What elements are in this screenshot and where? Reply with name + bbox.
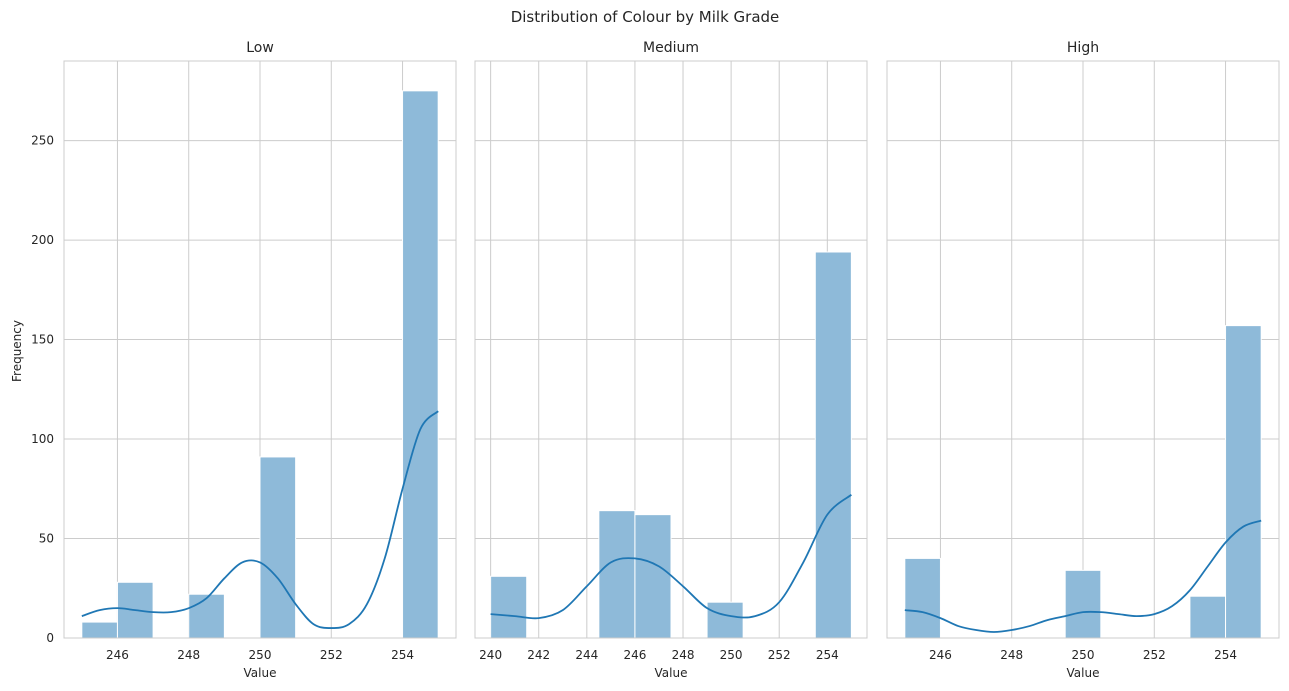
x-tick-label: 252 [320, 648, 343, 662]
histogram-bar [634, 514, 672, 639]
histogram-bar [814, 251, 852, 639]
x-tick-label: 240 [479, 648, 502, 662]
x-tick-label: 252 [768, 648, 791, 662]
panel-title: High [1067, 40, 1099, 56]
panel-medium: 240 242 244 246 248 250 252 254 Medium Value [474, 40, 868, 680]
x-tick-label: 248 [1000, 648, 1023, 662]
y-tick-label: 50 [39, 532, 54, 546]
histogram-bar [259, 456, 297, 639]
x-tick-label: 248 [177, 648, 200, 662]
kde-curve [904, 519, 1262, 633]
histogram-bar [188, 593, 225, 639]
x-tick-label: 248 [672, 648, 695, 662]
figure-suptitle: Distribution of Colour by Milk Grade [511, 8, 780, 26]
axes-frame [63, 60, 457, 639]
x-tick-label: 242 [527, 648, 550, 662]
histogram-bar [1064, 569, 1102, 639]
shared-y-axis-label: Frequency [10, 320, 24, 382]
kde-curve [81, 410, 439, 629]
x-tick-label: 254 [816, 648, 839, 662]
panel-title: Low [246, 40, 274, 56]
axes-frame [886, 60, 1280, 639]
x-tick-label: 250 [720, 648, 743, 662]
histogram-bar [81, 621, 118, 639]
x-axis-label: Value [655, 666, 688, 680]
axes-frame [474, 60, 868, 639]
histogram-bar [1225, 325, 1262, 639]
x-tick-label: 246 [623, 648, 646, 662]
histogram-bar [1189, 595, 1227, 639]
panel-title: Medium [643, 40, 699, 56]
x-tick-label: 246 [929, 648, 952, 662]
y-tick-label: 0 [46, 631, 54, 645]
panel-high: 246 248 250 252 254 High Value [886, 40, 1280, 680]
x-tick-label: 250 [1072, 648, 1095, 662]
x-tick-label: 254 [1214, 648, 1237, 662]
x-tick-label: 254 [391, 648, 414, 662]
subplot-panels: 246 248 250 252 254050100150200250LowValue24… [31, 40, 1280, 680]
panel-low: 246 248 250 252 254 0 50 100 150 200 250 Low Value [31, 40, 457, 680]
histogram-bar [402, 90, 439, 639]
y-tick-label: 250 [31, 134, 54, 148]
x-tick-label: 250 [249, 648, 272, 662]
x-tick-label: 252 [1143, 648, 1166, 662]
x-tick-label: 244 [575, 648, 598, 662]
y-tick-label: 200 [31, 233, 54, 247]
x-axis-label: Value [244, 666, 277, 680]
kde-curve [490, 494, 852, 620]
histogram-bar [490, 575, 528, 639]
histogram-bar [706, 601, 744, 639]
x-axis-label: Value [1067, 666, 1100, 680]
histogram-bar [598, 510, 636, 639]
histogram-bar [904, 557, 941, 639]
y-tick-label: 100 [31, 432, 54, 446]
x-tick-label: 246 [106, 648, 129, 662]
y-tick-label: 150 [31, 333, 54, 347]
